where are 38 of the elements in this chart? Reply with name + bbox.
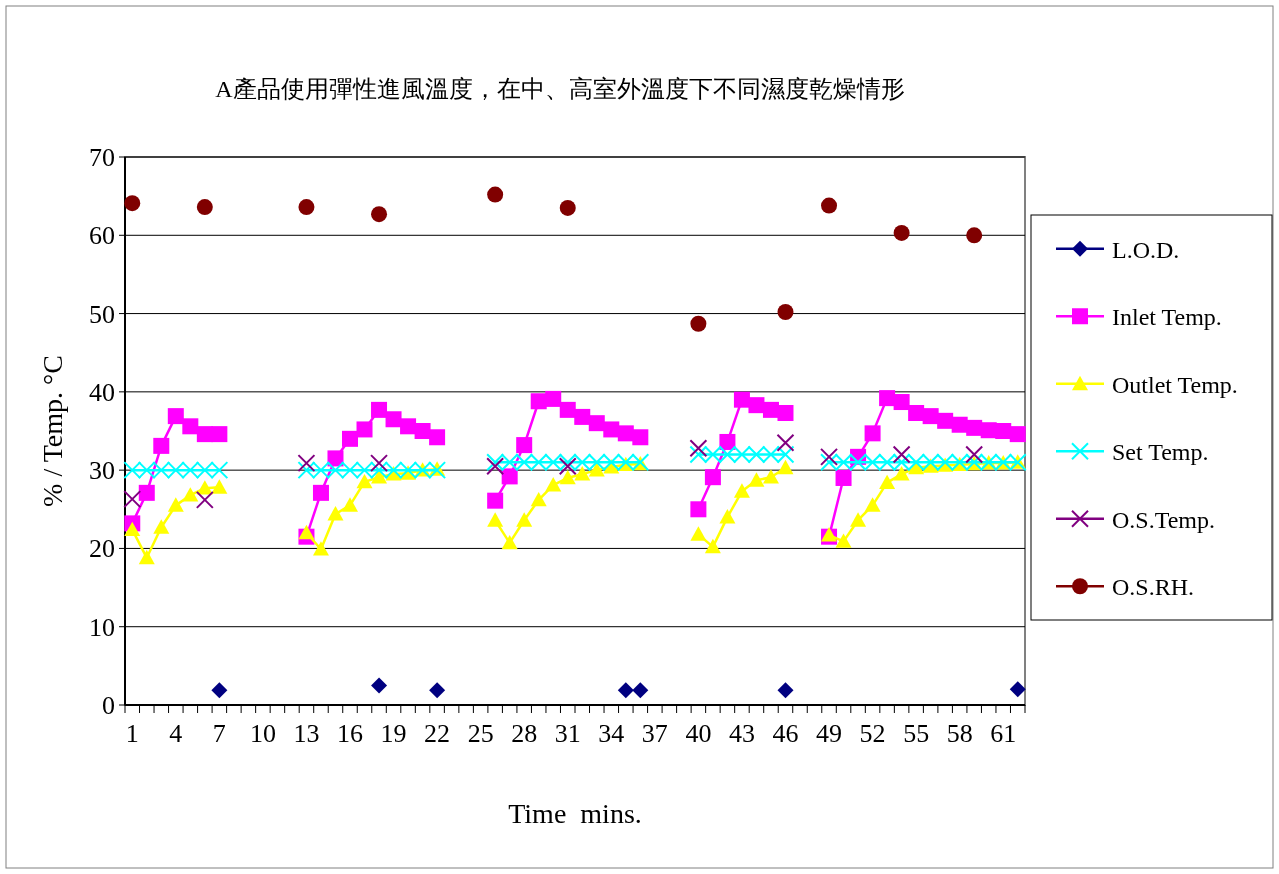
legend-label: O.S.RH.: [1112, 574, 1195, 601]
x-tick-label: 49: [816, 719, 843, 748]
y-tick-label: 50: [89, 299, 115, 329]
x-tick-label: 52: [859, 719, 886, 748]
x-tick-label: 40: [685, 719, 712, 748]
x-tick-label: 1: [125, 719, 139, 748]
x-tick-label: 37: [641, 719, 668, 748]
y-axis-title: % / Temp. °C: [37, 355, 68, 507]
y-tick-label: 60: [89, 221, 115, 251]
y-tick-label: 20: [89, 534, 115, 564]
legend-label: O.S.Temp.: [1112, 506, 1215, 533]
legend-label: Outlet Temp.: [1112, 371, 1238, 398]
x-tick-label: 4: [169, 719, 183, 748]
y-tick-label: 70: [89, 143, 115, 172]
x-tick-label: 28: [511, 719, 538, 748]
x-tick-label: 58: [946, 719, 973, 748]
x-tick-label: 7: [212, 719, 226, 748]
x-tick-label: 31: [554, 719, 581, 748]
chart-title: A產品使用彈性進風溫度，在中、高室外溫度下不同濕度乾燥情形: [215, 76, 905, 102]
x-tick-label: 25: [467, 719, 494, 748]
y-tick-label: 40: [89, 377, 115, 407]
y-tick-label: 0: [102, 691, 115, 720]
x-tick-label: 13: [293, 719, 320, 748]
x-tick-label: 10: [249, 719, 276, 748]
legend-label: L.O.D.: [1112, 236, 1180, 263]
x-tick-label: 55: [903, 719, 930, 748]
x-tick-label: 16: [337, 719, 363, 748]
x-tick-label: 22: [424, 719, 451, 748]
x-tick-label: 34: [598, 719, 625, 748]
x-tick-label: 46: [772, 719, 799, 748]
legend-label: Set Temp.: [1112, 439, 1209, 466]
x-tick-label: 61: [990, 719, 1017, 748]
x-tick-label: 43: [728, 719, 755, 748]
legend-label: Inlet Temp.: [1112, 304, 1222, 331]
x-tick-label: 19: [380, 719, 407, 748]
x-axis-title: Time mins.: [508, 798, 642, 829]
y-tick-label: 10: [89, 612, 115, 642]
y-tick-label: 30: [89, 456, 115, 486]
